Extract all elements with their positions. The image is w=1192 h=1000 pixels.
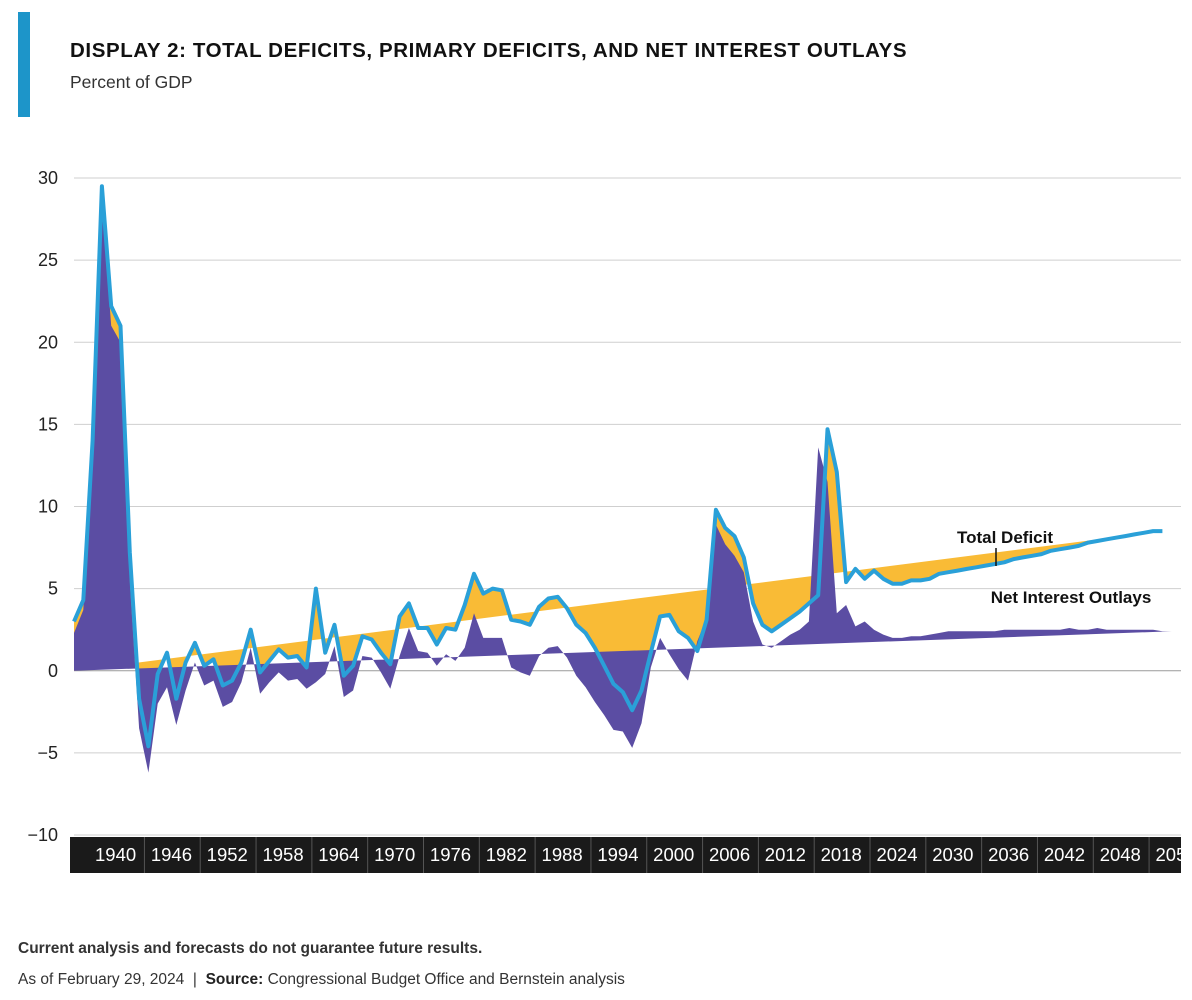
primary-deficit-area [74, 202, 1172, 773]
y-tick-label: 5 [48, 579, 58, 599]
x-tick-label: 1940 [95, 844, 136, 865]
as-of-date: As of February 29, 2024 [18, 971, 185, 988]
x-tick-label: 2024 [876, 844, 917, 865]
x-tick-label: 2036 [988, 844, 1029, 865]
source-text: Congressional Budget Office and Bernstei… [267, 971, 625, 988]
chart-title: DISPLAY 2: TOTAL DEFICITS, PRIMARY DEFIC… [70, 39, 908, 62]
x-tick-label: 2000 [653, 844, 694, 865]
title-accent-bar [18, 12, 30, 117]
chart-subtitle: Percent of GDP [70, 72, 193, 92]
x-tick-label: 2030 [932, 844, 973, 865]
x-axis-band [70, 837, 1181, 873]
disclaimer: Current analysis and forecasts do not gu… [18, 940, 483, 957]
x-tick-label: 2042 [1044, 844, 1085, 865]
y-tick-label: 0 [48, 661, 58, 681]
net-interest-annotation: Net Interest Outlays [991, 588, 1152, 607]
x-tick-label: 2054 [1156, 844, 1192, 865]
annotations: Total Deficit Net Interest Outlays Prima… [957, 528, 1155, 662]
x-tick-label: 1988 [542, 844, 583, 865]
y-tick-label: 10 [38, 497, 58, 517]
x-tick-label: 1994 [597, 844, 638, 865]
x-axis-ticks: 1940 1946 1952 1958 1964 1970 1976 1982 1988 1994… [95, 837, 1192, 873]
x-tick-label: 2048 [1100, 844, 1141, 865]
y-tick-label: −5 [37, 743, 58, 763]
y-axis-ticks: 30 25 20 15 10 5 0 −5 −10 [27, 168, 58, 845]
x-tick-label: 1982 [486, 844, 527, 865]
x-tick-label: 2018 [821, 844, 862, 865]
net-interest-area [74, 186, 1163, 747]
y-tick-label: −10 [27, 825, 58, 845]
source-line: As of February 29, 2024 | Source: Congre… [18, 971, 625, 989]
x-tick-label: 2006 [709, 844, 750, 865]
source-separator: | [192, 971, 197, 988]
y-tick-label: 25 [38, 250, 58, 270]
source-label: Source: [205, 971, 264, 988]
x-tick-label: 1952 [207, 844, 248, 865]
x-tick-label: 2012 [765, 844, 806, 865]
primary-deficit-annotation: Primary Deficit [1035, 643, 1155, 662]
x-tick-label: 1970 [374, 844, 415, 865]
x-tick-label: 1958 [262, 844, 303, 865]
total-deficit-annotation: Total Deficit [957, 528, 1053, 547]
x-tick-label: 1946 [151, 844, 192, 865]
x-tick-label: 1976 [430, 844, 471, 865]
x-tick-label: 1964 [318, 844, 359, 865]
total-deficit-line [72, 184, 1163, 749]
y-tick-label: 15 [38, 414, 58, 434]
y-tick-label: 30 [38, 168, 58, 188]
chart-areas [72, 184, 1172, 773]
y-tick-label: 20 [38, 332, 58, 352]
